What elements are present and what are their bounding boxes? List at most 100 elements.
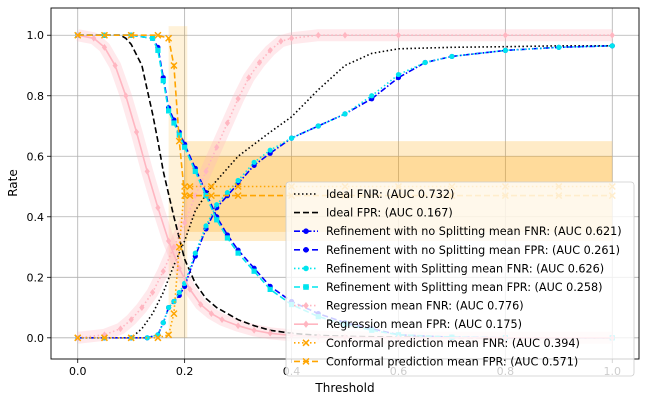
data-point: [101, 43, 108, 51]
data-point: [235, 250, 241, 256]
data-point: [502, 31, 508, 39]
y-tick-label: 0.4: [27, 211, 45, 224]
data-point: [154, 334, 162, 342]
marker-stroke: [100, 31, 108, 39]
data-point: [181, 192, 189, 200]
legend-label: Regression mean FNR: (AUC 0.776): [326, 300, 524, 313]
data-point: [128, 316, 134, 324]
data-point: [224, 235, 230, 241]
data-point: [267, 329, 273, 337]
data-point: [182, 219, 188, 227]
data-point: [234, 192, 242, 200]
data-point: [251, 326, 257, 334]
data-point: [203, 223, 209, 229]
data-point: [155, 47, 161, 53]
y-axis-label: Rate: [6, 169, 20, 197]
data-point: [186, 182, 194, 191]
data-point: [181, 182, 189, 191]
legend-label: Ideal FNR: (AUC 0.732): [326, 188, 454, 201]
data-point: [100, 334, 108, 342]
data-point: [198, 301, 204, 308]
data-point: [288, 135, 295, 141]
data-point: [166, 108, 172, 114]
data-point: [149, 35, 156, 41]
data-point: [342, 111, 348, 117]
data-point: [160, 320, 166, 326]
marker-stroke: [175, 137, 183, 145]
marker-stroke: [186, 182, 194, 191]
marker-stroke: [154, 334, 162, 342]
marker-stroke: [234, 182, 242, 191]
marker-stroke: [165, 34, 173, 42]
marker-stroke: [127, 31, 135, 39]
data-point: [160, 267, 166, 275]
data-point: [235, 177, 241, 184]
legend-item: Refinement with no Splitting mean FPR: (…: [294, 244, 620, 257]
data-point: [224, 189, 230, 196]
marker-stroke: [302, 339, 310, 347]
series-ideal-fnr-auc: [77, 44, 613, 339]
data-point: [149, 289, 156, 296]
legend-label: Refinement with Splitting mean FNR: (AUC…: [326, 262, 604, 275]
data-point: [175, 243, 183, 251]
data-point: [302, 339, 310, 347]
data-point: [302, 357, 310, 365]
data-point: [192, 168, 198, 174]
data-point: [74, 31, 82, 39]
data-point: [315, 31, 321, 39]
data-point: [139, 304, 145, 311]
data-point: [186, 192, 194, 200]
data-point: [303, 284, 309, 290]
data-point: [251, 268, 257, 274]
marker-stroke: [207, 182, 215, 191]
marker-stroke: [207, 192, 215, 200]
data-point: [192, 192, 198, 199]
marker-stroke: [100, 334, 108, 342]
legend-item: Regression mean FNR: (AUC 0.776): [294, 300, 524, 313]
data-point: [556, 44, 562, 50]
legend-item: Conformal prediction mean FNR: (AUC 0.39…: [294, 337, 580, 350]
conformal-transition-band: [168, 26, 188, 338]
data-point: [91, 34, 97, 42]
marker-stroke: [127, 334, 135, 342]
data-point: [315, 123, 321, 129]
data-point: [219, 316, 225, 324]
legend-label: Conformal prediction mean FPR: (AUC 0.57…: [326, 355, 578, 368]
data-point: [133, 128, 140, 136]
marker-stroke: [154, 31, 162, 39]
data-point: [187, 286, 193, 293]
legend-label: Refinement with no Splitting mean FPR: (…: [326, 244, 620, 257]
marker-stroke: [181, 192, 189, 200]
data-point: [171, 120, 177, 126]
data-point: [609, 43, 615, 49]
data-point: [303, 265, 309, 272]
marker-stroke: [170, 310, 178, 318]
data-point: [171, 298, 177, 305]
marker-stroke: [181, 182, 189, 191]
series-line: [77, 34, 613, 339]
legend-item: Refinement with Splitting mean FNR: (AUC…: [294, 262, 604, 275]
data-point: [369, 93, 375, 99]
data-point: [154, 31, 162, 39]
data-point: [112, 62, 118, 69]
y-tick-label: 0.6: [27, 150, 45, 163]
series-line: [77, 44, 613, 339]
data-point: [609, 31, 615, 39]
data-point: [395, 31, 402, 39]
data-point: [165, 331, 173, 339]
data-point: [303, 301, 309, 310]
data-point: [170, 310, 178, 318]
legend-label: Refinement with no Splitting mean FNR: (…: [326, 225, 622, 238]
data-point: [182, 144, 188, 150]
data-point: [176, 132, 182, 138]
data-point: [192, 250, 198, 256]
x-tick-label: 0.2: [176, 365, 194, 378]
data-point: [278, 37, 284, 45]
y-tick-label: 0.0: [27, 332, 45, 345]
data-point: [235, 95, 241, 103]
data-point: [175, 137, 183, 145]
data-point: [422, 59, 428, 66]
data-point: [171, 243, 177, 251]
data-point: [246, 74, 252, 81]
data-point: [303, 228, 309, 234]
